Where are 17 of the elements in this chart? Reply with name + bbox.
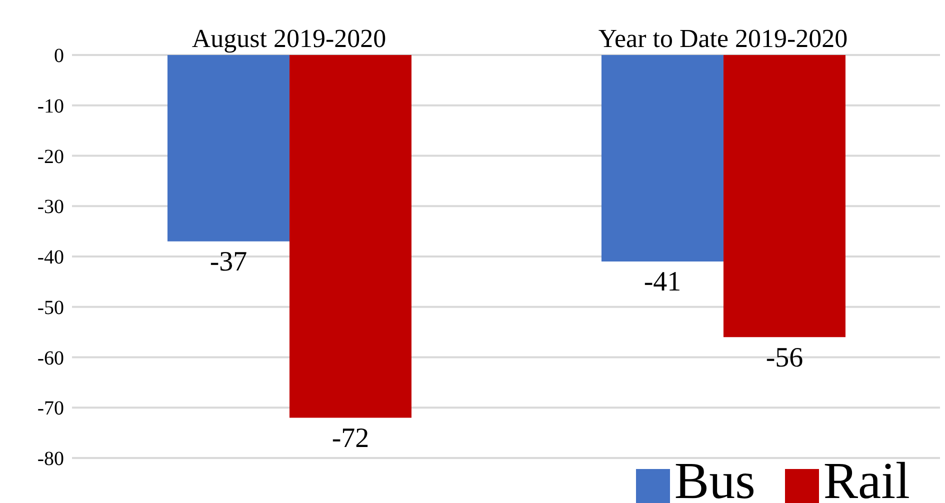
y-tick-label: -40 <box>37 246 64 269</box>
y-tick-label: -80 <box>37 448 64 470</box>
y-tick-label: -50 <box>37 296 64 319</box>
x-tick-label: Year to Date 2019-2020 <box>598 24 848 53</box>
data-label: -56 <box>766 342 804 374</box>
y-tick-label: -60 <box>37 347 64 370</box>
legend-label: Bus <box>674 453 756 503</box>
y-tick-label: -70 <box>37 398 64 420</box>
data-label: -72 <box>332 422 370 454</box>
data-label: -41 <box>644 266 682 298</box>
y-tick-label: -20 <box>37 146 64 168</box>
y-tick-label: -10 <box>37 95 64 118</box>
y-tick-label: 0 <box>54 45 64 68</box>
data-label: -37 <box>210 246 248 278</box>
legend-label: Rail <box>823 453 910 503</box>
y-tick-label: -30 <box>37 196 64 218</box>
x-tick-label: August 2019-2020 <box>192 24 386 53</box>
